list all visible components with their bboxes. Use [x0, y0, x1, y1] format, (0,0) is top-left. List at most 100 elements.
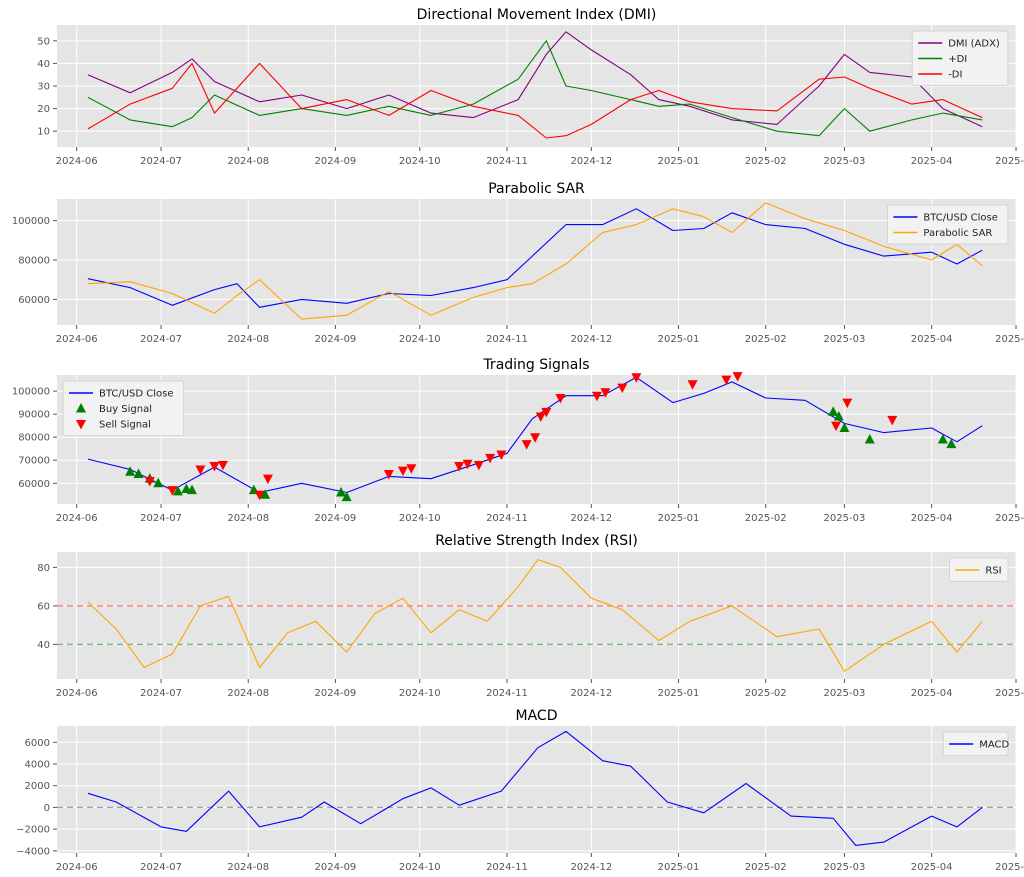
buy-signal-marker: [341, 491, 352, 502]
plot-background: [57, 726, 1016, 853]
x-tick-label: 2024-08: [227, 688, 269, 699]
x-tick-label: 2024-08: [227, 862, 269, 873]
sell-signal-marker: [144, 476, 155, 487]
plot-background: [57, 552, 1016, 679]
sell-signal-marker: [473, 460, 484, 471]
buy-signal-marker: [864, 434, 875, 444]
chart-title: Parabolic SAR: [488, 181, 585, 197]
sell-signal-marker: [454, 461, 465, 472]
legend: RSI: [949, 557, 1009, 582]
sell-signal-marker: [721, 375, 732, 386]
buy-signal-marker: [153, 477, 164, 488]
sell-signal-marker: [462, 459, 473, 470]
legend-label: RSI: [985, 566, 1001, 577]
plot-background: [57, 199, 1016, 325]
x-tick-label: 2024-12: [570, 156, 612, 167]
sell-signal-marker: [631, 373, 642, 383]
x-tick-label: 2025-03: [824, 334, 866, 345]
legend-label: BTC/USD Close: [99, 389, 174, 400]
sell-signal-marker: [167, 486, 178, 496]
buy-signal-marker: [172, 485, 183, 496]
panel-5: 2024-06 2024-07 2024-08 2024-09 2024-10 2024-…: [16, 708, 1024, 873]
x-tick-label: 2024-09: [315, 156, 357, 167]
sell-signal-marker: [600, 388, 611, 398]
y-tick-label: −2000: [16, 825, 50, 836]
x-tick-label: 2024-09: [315, 862, 357, 873]
y-tick-label: 6000: [25, 738, 50, 749]
legend: DMI (ADX) +DI -DI: [911, 30, 1009, 86]
sell-signal-marker: [541, 407, 552, 418]
x-tick-label: 2025-02: [745, 513, 787, 524]
sell-signal-marker: [521, 440, 532, 450]
x-tick-label: 2025-03: [824, 156, 866, 167]
y-tick-label: 80: [37, 563, 50, 574]
x-tick-label: 2025-01: [658, 156, 700, 167]
buy-signal-marker: [833, 410, 844, 421]
x-tick-label: 2024-07: [140, 334, 182, 345]
x-tick-label: 2024-12: [570, 513, 612, 524]
y-tick-label: 4000: [25, 759, 50, 770]
buy-signal-marker: [828, 406, 839, 416]
x-tick-label: 2025-05: [995, 688, 1024, 699]
x-tick-label: 2024-07: [140, 688, 182, 699]
x-tick-label: 2025-01: [658, 688, 700, 699]
y-tick-label: 60: [37, 601, 50, 612]
buy-signal-marker: [260, 489, 271, 499]
buy-signal-marker: [946, 438, 957, 449]
x-tick-label: 2024-09: [315, 334, 357, 345]
chart-title: Directional Movement Index (DMI): [417, 7, 657, 23]
buy-signal-marker: [186, 484, 197, 495]
legend-label: Parabolic SAR: [923, 228, 992, 239]
y-tick-label: 60000: [18, 295, 50, 306]
x-tick-label: 2025-04: [911, 156, 953, 167]
y-tick-label: 2000: [25, 781, 50, 792]
buy-signal-marker: [125, 466, 136, 476]
y-tick-label: 80000: [18, 256, 50, 267]
x-tick-label: 2024-11: [486, 156, 528, 167]
sell-signal-marker: [831, 421, 842, 432]
sell-signal-marker: [496, 450, 507, 460]
x-tick-label: 2024-07: [140, 156, 182, 167]
x-tick-label: 2025-02: [745, 156, 787, 167]
panel-3: 2024-06 2024-07 2024-08 2024-09 2024-10 2024-…: [12, 357, 1024, 524]
x-tick-label: 2024-10: [399, 688, 441, 699]
y-tick-label: 30: [37, 82, 50, 93]
legend-label: Sell Signal: [99, 420, 151, 431]
x-tick-label: 2024-09: [315, 688, 357, 699]
x-tick-label: 2024-06: [56, 156, 98, 167]
x-tick-label: 2025-04: [911, 334, 953, 345]
legend: BTC/USD Close Buy Signal Sell Signal: [62, 380, 184, 436]
sell-signal-marker: [617, 383, 628, 394]
sell-signal-marker: [485, 453, 496, 464]
x-tick-label: 2024-11: [486, 688, 528, 699]
x-tick-label: 2024-09: [315, 513, 357, 524]
y-tick-label: 100000: [12, 387, 50, 398]
buy-signal-marker: [937, 434, 948, 444]
x-tick-label: 2024-06: [56, 334, 98, 345]
legend-label: BTC/USD Close: [923, 213, 998, 224]
sell-signal-marker: [591, 391, 602, 402]
x-tick-label: 2024-10: [399, 513, 441, 524]
sell-signal-marker: [530, 433, 541, 443]
x-tick-label: 2025-05: [995, 156, 1024, 167]
chart-title: Trading Signals: [482, 357, 589, 373]
panel-2: 2024-06 2024-07 2024-08 2024-09 2024-10 2024-…: [12, 181, 1024, 345]
sell-signal-marker: [887, 415, 898, 426]
y-tick-label: 20: [37, 104, 50, 115]
series-line-1: [87, 559, 983, 672]
sell-signal-marker: [217, 460, 228, 471]
x-tick-label: 2024-07: [140, 862, 182, 873]
chart-title: Relative Strength Index (RSI): [435, 533, 638, 549]
sell-signal-marker: [687, 380, 698, 390]
x-tick-label: 2025-03: [824, 862, 866, 873]
x-tick-label: 2025-02: [745, 862, 787, 873]
sell-signal-marker: [555, 394, 566, 404]
legend-box: [911, 30, 1009, 86]
y-tick-label: 40: [37, 640, 50, 651]
x-tick-label: 2024-12: [570, 862, 612, 873]
sell-signal-marker: [254, 490, 265, 501]
legend-box: [942, 731, 1009, 756]
series-line-2: [87, 40, 983, 137]
x-tick-label: 2024-11: [486, 862, 528, 873]
